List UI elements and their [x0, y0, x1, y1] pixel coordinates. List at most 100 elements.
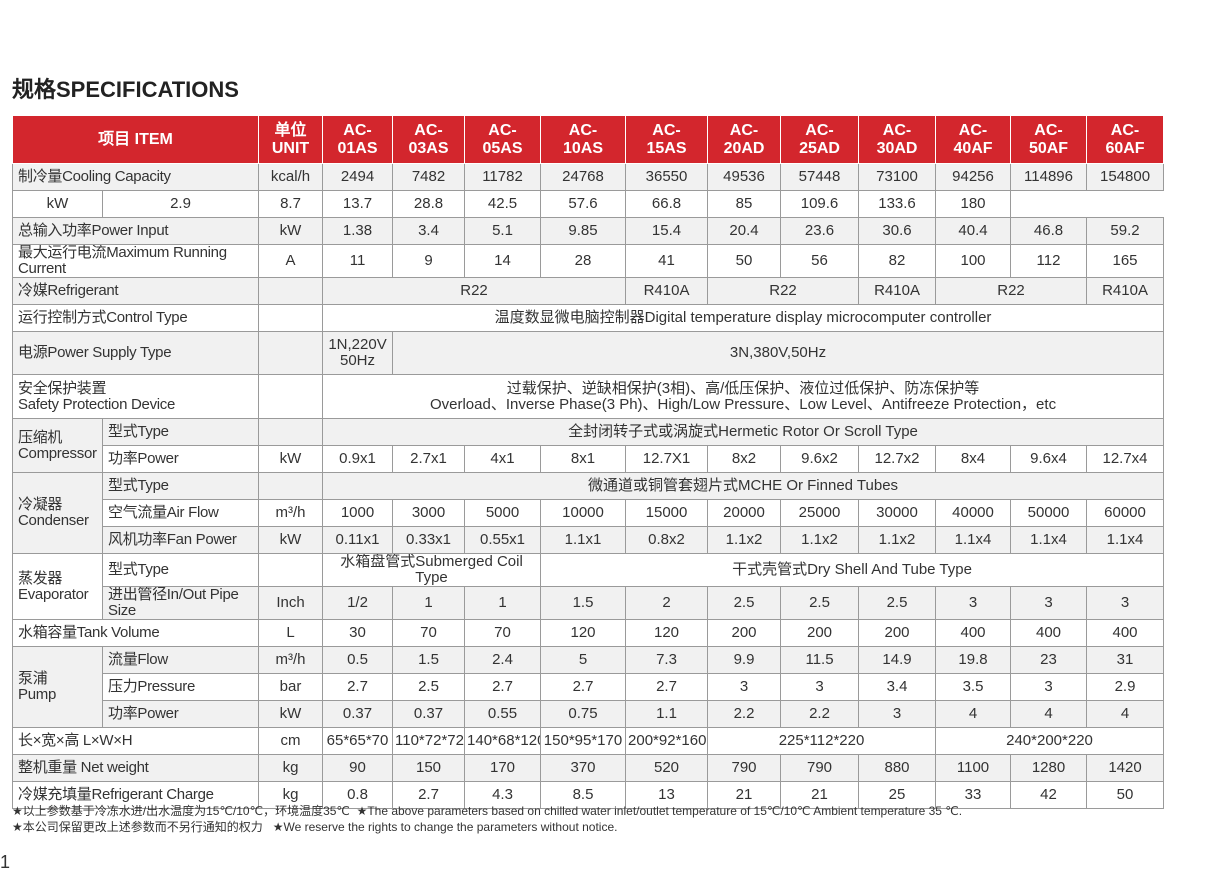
unit [258, 374, 324, 419]
value: 3 [858, 700, 937, 728]
value: 57.6 [540, 190, 627, 218]
value: 9.6x2 [780, 445, 860, 473]
value: 5 [540, 646, 627, 674]
value: 0.5 [322, 646, 394, 674]
value: 880 [858, 754, 937, 782]
value: 12.7X1 [625, 445, 709, 473]
group-label: 压缩机 Compressor [12, 418, 103, 473]
value: 1.1x2 [858, 526, 937, 554]
value: 28.8 [392, 190, 466, 218]
value: 1.1x4 [935, 526, 1012, 554]
header-item: 项目 ITEM [11, 115, 260, 164]
value: 温度数显微电脑控制器Digital temperature display mi… [322, 304, 1165, 332]
row-label: 安全保护装置 Safety Protection Device [11, 374, 260, 419]
value: 790 [780, 754, 860, 782]
value: 9.85 [540, 217, 627, 245]
value: 114896 [1010, 163, 1088, 191]
value: 25000 [780, 499, 860, 527]
unit: kg [258, 781, 324, 809]
table-row: 长×宽×高 L×W×H cm 65*65*70 110*72*72 140*68*120… [11, 727, 1165, 755]
value: 180 [935, 190, 1012, 218]
table-row: 冷媒Refrigerant R22 R410A R22 R410A R22 R410A [11, 277, 1165, 305]
value: 12.7x4 [1086, 445, 1165, 473]
value: 微通道或铜管套翅片式MCHE Or Finned Tubes [322, 472, 1165, 500]
value: 2.5 [392, 673, 466, 701]
value: 20000 [707, 499, 782, 527]
header-model: AC- 01AS [322, 115, 394, 164]
footnote: ★本公司保留更改上述参数而不另行通知的权力 ★We reserve the ri… [12, 820, 618, 834]
value: 400 [1086, 619, 1165, 647]
value: 59.2 [1086, 217, 1165, 245]
value: R410A [858, 277, 937, 305]
spec-table: 项目 ITEM 单位 UNIT AC- 01AS AC- 03AS AC- 05AS AC… [11, 115, 1165, 809]
value: 23.6 [780, 217, 860, 245]
value: 31 [1086, 646, 1165, 674]
value: 1N,220V 50Hz [322, 331, 394, 375]
value: 9.6x4 [1010, 445, 1088, 473]
table-row: 总输入功率Power Input kW 1.38 3.4 5.1 9.85 15.4 20.4… [11, 217, 1165, 245]
value: 46.8 [1010, 217, 1088, 245]
value: 200*92*160 [625, 727, 709, 755]
value: R22 [935, 277, 1088, 305]
value: 109.6 [780, 190, 860, 218]
table-row: 冷凝器 Condenser 型式Type 微通道或铜管套翅片式MCHE Or Fin… [12, 472, 1165, 554]
value: 370 [540, 754, 627, 782]
value: 70 [464, 619, 542, 647]
sub-label: 型式Type [101, 553, 260, 587]
sub-label: 空气流量Air Flow [101, 499, 260, 527]
value: 2.7 [464, 673, 542, 701]
value: 4 [935, 700, 1012, 728]
value: 24768 [540, 163, 627, 191]
value: 21 [707, 781, 782, 809]
value: 3.4 [392, 217, 466, 245]
value: 73100 [858, 163, 937, 191]
header-model: AC- 60AF [1086, 115, 1165, 164]
value: 9 [392, 244, 466, 278]
table-row: 安全保护装置 Safety Protection Device 过载保护、逆缺相保… [11, 374, 1165, 419]
value: 28 [540, 244, 627, 278]
value: 85 [707, 190, 782, 218]
value: 0.8 [322, 781, 394, 809]
value: 200 [858, 619, 937, 647]
value: 3.4 [858, 673, 937, 701]
value: 36550 [625, 163, 709, 191]
value: R22 [322, 277, 627, 305]
value: 13.7 [322, 190, 394, 218]
sub-label: 功率Power [101, 445, 260, 473]
value: 25 [858, 781, 937, 809]
value: 520 [625, 754, 709, 782]
table-row: 蒸发器 Evaporator 型式Type 水箱盘管式Submerged Coil … [12, 553, 1165, 620]
value: R410A [625, 277, 709, 305]
value: 154800 [1086, 163, 1165, 191]
table-body: 项目 ITEM 单位 UNIT AC- 01AS AC- 03AS AC- 05AS AC… [11, 115, 1165, 809]
unit: L [258, 619, 324, 647]
value: 2494 [322, 163, 394, 191]
sub-label: 压力Pressure [101, 673, 260, 701]
value: 19.8 [935, 646, 1012, 674]
value: 11.5 [780, 646, 860, 674]
value: 50 [707, 244, 782, 278]
table-row: 整机重量 Net weight kg 90 150 170 370 520 790 790 880… [11, 754, 1165, 782]
footnote: ★以上参数基于冷冻水进/出水温度为15℃/10℃，环境温度35℃ ★The ab… [12, 804, 963, 818]
table-row: 制冷量Cooling Capacity kcal/h 2494 7482 11782 24… [11, 163, 1165, 191]
row-label: 最大运行电流Maximum Running Current [11, 244, 260, 278]
sub-label: 风机功率Fan Power [101, 526, 260, 554]
table-row: 电源Power Supply Type 1N,220V 50Hz 3N,380V,5… [11, 331, 1165, 375]
value: 66.8 [625, 190, 709, 218]
value: 1.1x4 [1086, 526, 1165, 554]
row-label: 制冷量Cooling Capacity [11, 163, 260, 191]
value: 1.5 [540, 586, 627, 620]
value: 2.5 [780, 586, 860, 620]
value: 11782 [464, 163, 542, 191]
value: 1/2 [322, 586, 394, 620]
unit: m³/h [258, 646, 324, 674]
value: R410A [1086, 277, 1165, 305]
value: 2.7 [625, 673, 709, 701]
value: 8x2 [707, 445, 782, 473]
value: 3 [935, 586, 1012, 620]
value: 1.1 [625, 700, 709, 728]
value: 全封闭转子式或涡旋式Hermetic Rotor Or Scroll Type [322, 418, 1165, 446]
table-row: 泵浦 Pump 流量Flow m³/h 0.5 1.5 2.4 5 7.3 9.9 11.5 14.… [12, 646, 1165, 728]
value: 10000 [540, 499, 627, 527]
value: 140*68*120 [464, 727, 542, 755]
